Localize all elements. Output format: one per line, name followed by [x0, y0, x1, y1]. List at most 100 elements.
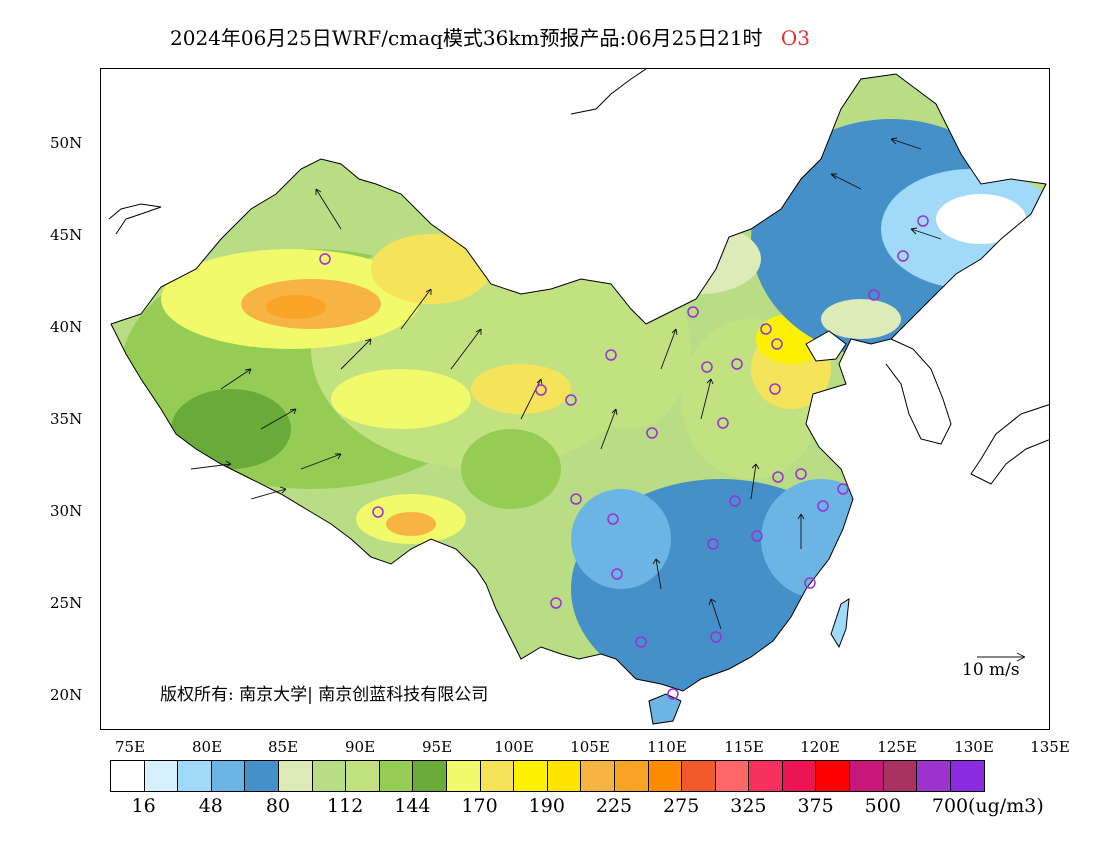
legend-label: 375	[797, 795, 834, 817]
legend-label: 275	[663, 795, 700, 817]
lon-label-135e: 135E	[1030, 738, 1070, 756]
station-marker	[731, 358, 743, 370]
legend-swatch	[111, 761, 145, 791]
legend-swatch	[178, 761, 212, 791]
legend-swatch	[816, 761, 851, 791]
japan-outline	[970, 404, 1049, 485]
legend-swatch	[144, 761, 179, 791]
korea-outline	[885, 338, 952, 445]
legend-swatch	[883, 761, 918, 791]
station-marker	[769, 383, 781, 395]
legend-label: 325	[730, 795, 767, 817]
legend-swatch	[749, 761, 783, 791]
lon-label-120e: 120E	[800, 738, 840, 756]
legend-swatch	[514, 761, 548, 791]
station-marker	[772, 471, 784, 483]
station-marker	[868, 289, 880, 301]
legend-swatch	[211, 761, 246, 791]
legend-swatch	[379, 761, 414, 791]
legend-label: 16	[131, 795, 156, 817]
legend-swatch	[413, 761, 447, 791]
lat-label-20n: 20N	[50, 686, 83, 704]
lat-label-25n: 25N	[50, 594, 83, 612]
station-marker	[751, 530, 763, 542]
lon-label-75e: 75E	[114, 738, 146, 756]
station-marker	[701, 361, 713, 373]
bohai-sea	[805, 330, 847, 362]
legend-swatch	[480, 761, 515, 791]
station-marker	[760, 323, 772, 335]
legend-swatch	[682, 761, 716, 791]
station-marker	[667, 688, 679, 700]
west-coastline	[108, 203, 162, 235]
title-text: 2024年06月25日WRF/cmaq模式36km预报产品:06月25日21时	[170, 26, 763, 50]
lon-label-80e: 80E	[191, 738, 223, 756]
legend-swatch	[715, 761, 750, 791]
copyright-text: 版权所有: 南京大学| 南京创蓝科技有限公司	[160, 685, 489, 705]
station-marker	[707, 538, 719, 550]
station-marker	[550, 597, 562, 609]
station-marker	[795, 468, 807, 480]
legend-swatch	[346, 761, 380, 791]
station-marker	[535, 384, 547, 396]
wind-reference-arrow	[977, 652, 1026, 662]
legend-swatch	[850, 761, 884, 791]
legend-label: 48	[198, 795, 223, 817]
hainan-island	[648, 693, 682, 725]
lon-label-95e: 95E	[421, 738, 453, 756]
station-marker	[607, 513, 619, 525]
station-marker	[605, 349, 617, 361]
legend-unit: (ug/m3)	[968, 795, 1044, 817]
legend-label: 700	[931, 795, 969, 817]
station-marker	[729, 495, 741, 507]
map-title: 2024年06月25日WRF/cmaq模式36km预报产品:06月25日21时 …	[170, 22, 810, 51]
wind-reference-label: 10 m/s	[962, 660, 1020, 680]
station-marker	[710, 631, 722, 643]
lon-label-100e: 100E	[494, 738, 534, 756]
pollutant-label: O3	[780, 26, 811, 50]
legend-swatch	[312, 761, 347, 791]
station-marker	[917, 215, 929, 227]
lat-label-40n: 40N	[50, 318, 83, 336]
legend-swatch	[614, 761, 649, 791]
lon-label-125e: 125E	[877, 738, 917, 756]
legend-label: 190	[528, 795, 565, 817]
legend-swatch	[581, 761, 615, 791]
station-marker	[565, 394, 577, 406]
legend-swatch	[782, 761, 817, 791]
station-marker	[635, 636, 647, 648]
lake-baikal-outline	[570, 69, 647, 115]
legend-label: 170	[461, 795, 498, 817]
lat-label-35n: 35N	[50, 410, 83, 428]
legend-swatch	[648, 761, 683, 791]
station-marker	[717, 417, 729, 429]
station-marker	[771, 338, 783, 350]
lon-label-115e: 115E	[724, 738, 764, 756]
lon-label-110e: 110E	[647, 738, 687, 756]
ozone-forecast-map	[100, 68, 1050, 730]
legend-label: 112	[327, 795, 364, 817]
legend-swatch	[278, 761, 313, 791]
legend-swatch	[245, 761, 279, 791]
station-marker	[687, 306, 699, 318]
station-marker	[611, 568, 623, 580]
station-marker	[372, 506, 384, 518]
lon-label-130e: 130E	[954, 738, 994, 756]
station-marker	[646, 427, 658, 439]
station-marker	[319, 253, 331, 265]
map-canvas	[108, 69, 1049, 725]
station-marker	[897, 250, 909, 262]
station-marker	[817, 500, 829, 512]
station-marker	[804, 577, 816, 589]
lon-label-90e: 90E	[344, 738, 376, 756]
legend-swatch	[950, 761, 985, 791]
lat-label-45n: 45N	[50, 226, 83, 244]
legend-label: 144	[394, 795, 431, 817]
lat-label-50n: 50N	[50, 134, 83, 152]
legend-label: 500	[864, 795, 901, 817]
wind-vectors	[190, 137, 1026, 662]
station-marker	[837, 483, 849, 495]
station-markers	[319, 215, 929, 700]
lat-label-30n: 30N	[50, 502, 83, 520]
station-marker	[570, 493, 582, 505]
